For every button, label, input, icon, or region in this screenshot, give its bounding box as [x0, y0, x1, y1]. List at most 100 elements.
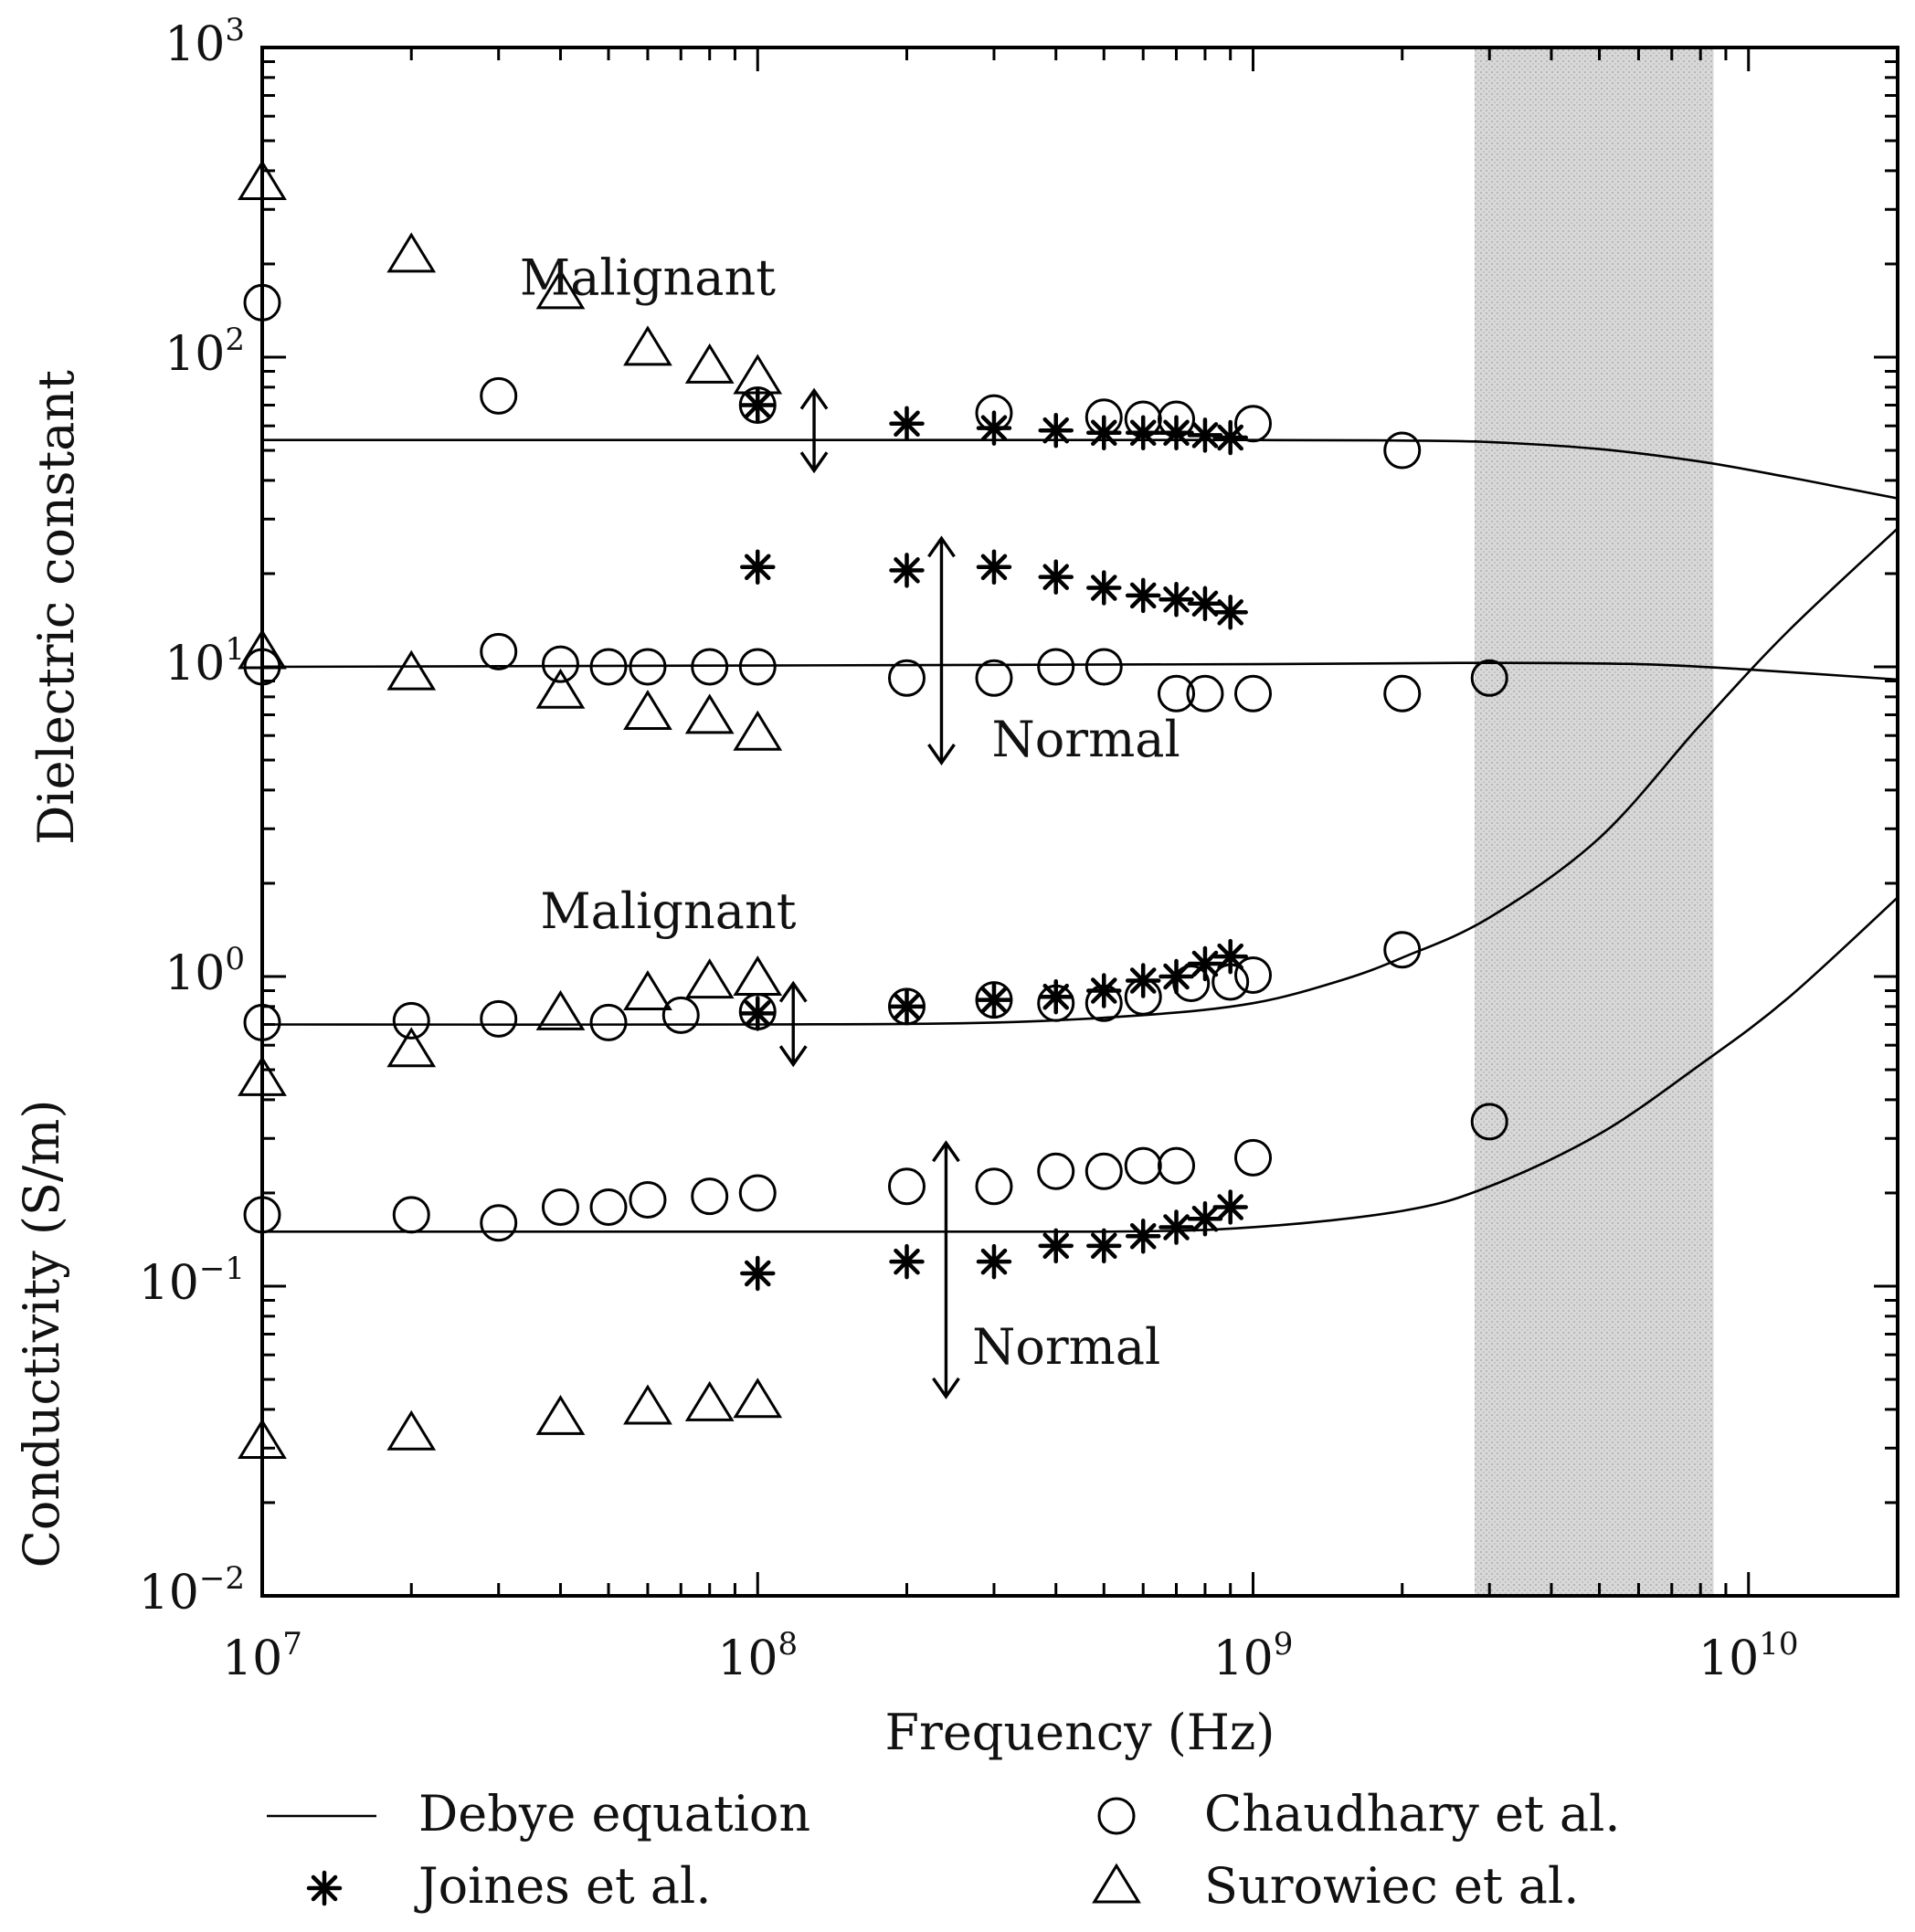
circle-marker — [1158, 674, 1196, 713]
circle-marker — [589, 648, 628, 686]
arrow-head-up — [932, 1140, 960, 1163]
star-stroke — [1163, 963, 1190, 990]
legend-label: Joines et al. — [414, 1857, 712, 1915]
star-marker — [740, 996, 776, 1031]
star-stroke — [744, 1260, 771, 1287]
star-stroke — [1129, 967, 1157, 994]
y-tick-label: 10−2 — [139, 1560, 245, 1621]
tick-labels: 107 108 109 1010 10−2 10−1 100 101 102 103 — [139, 12, 1799, 1686]
arrow-head-down — [927, 744, 956, 765]
star-stroke — [1163, 419, 1190, 447]
circle-marker — [1124, 1146, 1162, 1185]
triangle-marker — [684, 958, 735, 999]
double-arrow — [927, 535, 956, 765]
circle-marker — [1037, 648, 1075, 686]
star-marker — [1086, 1228, 1122, 1264]
star-stroke — [1163, 1214, 1190, 1240]
arrow-head-up — [799, 387, 829, 410]
triangle-marker — [386, 1409, 437, 1451]
legend-star-icon — [306, 1870, 343, 1906]
annotation-malignant: Malignant — [540, 882, 796, 940]
y-axis-label-conductivity: Conductivity (S/m) — [13, 1100, 70, 1568]
circle-marker — [1037, 1152, 1075, 1190]
star-marker — [1159, 582, 1194, 618]
circle-marker — [975, 1167, 1013, 1206]
circle-marker — [691, 648, 729, 686]
y-tick-label: 101 — [164, 631, 245, 692]
circle-marker — [1470, 1103, 1508, 1141]
circle-marker — [589, 1003, 628, 1041]
star-stroke — [1191, 422, 1219, 449]
circle-marker — [1383, 674, 1422, 713]
star-stroke — [894, 557, 920, 584]
star-marker — [976, 1243, 1012, 1280]
star-stroke — [894, 1248, 920, 1275]
star-marker — [1212, 938, 1248, 975]
star-marker — [1086, 415, 1122, 451]
star-marker — [1038, 559, 1074, 595]
star-stroke — [1042, 983, 1069, 1010]
series-triangle — [238, 159, 783, 1459]
circle-marker — [1172, 965, 1211, 1003]
triangle-marker — [684, 343, 735, 384]
circle-marker — [1186, 674, 1224, 713]
debye-curves — [262, 438, 1898, 1233]
star-marker — [889, 988, 925, 1025]
circle-marker — [1234, 956, 1273, 995]
star-marker — [1187, 945, 1223, 982]
star-marker — [1159, 415, 1194, 451]
circle-marker — [738, 1174, 777, 1212]
circle-marker — [480, 632, 518, 670]
circle-marker — [1234, 405, 1273, 443]
triangle-marker — [733, 354, 783, 395]
star-stroke — [744, 392, 771, 418]
star-stroke — [1091, 419, 1117, 447]
circle-marker — [1084, 648, 1123, 686]
star-marker — [889, 406, 925, 442]
annotation-normal: Normal — [992, 711, 1180, 768]
star-marker — [1086, 973, 1122, 1008]
star-stroke — [1163, 586, 1190, 613]
star-marker — [1159, 958, 1194, 995]
arrow-head-up — [778, 980, 808, 1003]
star-stroke — [1129, 419, 1157, 447]
data-markers — [238, 159, 1508, 1459]
range-arrows — [778, 387, 960, 1399]
y-axis-label-dielectric: Dielectric constant — [27, 370, 85, 845]
series-circle — [243, 283, 1508, 1242]
triangle-marker — [386, 232, 437, 273]
y-tick-label: 102 — [164, 322, 245, 382]
x-tick-label: 108 — [717, 1626, 798, 1686]
circle-marker — [738, 648, 777, 686]
debye-curve — [262, 527, 1898, 1026]
y-tick-label: 10−1 — [139, 1251, 245, 1311]
star-marker — [740, 387, 776, 423]
star-stroke — [1091, 977, 1117, 1004]
triangle-marker — [684, 1380, 735, 1421]
circle-marker — [629, 648, 667, 686]
star-marker — [889, 553, 925, 588]
legend-entry: Chaudhary et al. — [1097, 1785, 1621, 1842]
star-stroke — [1217, 424, 1243, 451]
star-marker — [1125, 577, 1161, 614]
circle-marker — [480, 1204, 518, 1242]
star-stroke — [1191, 950, 1219, 977]
star-stroke — [1091, 575, 1117, 601]
triangle-marker — [535, 269, 586, 310]
star-stroke — [1129, 582, 1157, 609]
circle-marker — [541, 645, 579, 683]
circle-marker — [1084, 1152, 1123, 1190]
y-tick-label: 100 — [164, 941, 245, 1001]
star-stroke — [1091, 1232, 1117, 1260]
triangle-marker — [623, 325, 672, 366]
star-marker — [1187, 417, 1223, 453]
circle-marker — [1234, 674, 1273, 713]
legend-label: Surowiec et al. — [1204, 1857, 1579, 1915]
arrow-head-down — [799, 451, 829, 474]
star-stroke — [1042, 564, 1069, 590]
x-axis-label: Frequency (Hz) — [885, 1704, 1275, 1761]
star-marker — [1187, 586, 1223, 622]
star-marker — [1125, 415, 1161, 451]
star-marker — [1038, 412, 1074, 449]
